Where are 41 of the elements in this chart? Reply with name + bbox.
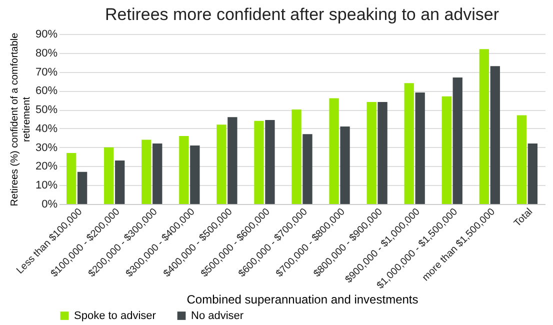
y-tick-label: 60% [35,85,58,98]
bar [77,172,88,204]
legend-label: Spoke to adviser [74,310,156,322]
bar [490,66,500,204]
legend-label: No adviser [191,310,244,322]
bar [216,124,226,204]
bar [340,126,350,204]
y-tick-label: 50% [35,104,58,116]
bar [152,144,162,204]
y-axis-title: Retirees (%) confident of a comfortable retirement [9,32,32,206]
bar [404,83,414,204]
bar [516,115,527,204]
bar [442,96,452,204]
bar [452,77,462,204]
bar [254,120,264,204]
chart-title: Retirees more confident after speaking to an adviser [104,5,500,24]
y-tick-label: 0% [42,198,58,210]
y-tick-label: 70% [35,66,58,78]
bar [104,147,114,204]
y-tick-label: 20% [35,160,58,173]
bar [142,140,152,204]
bar [265,120,275,204]
bar [115,160,125,204]
bar [329,98,339,204]
bar [292,110,302,204]
y-tick-label: 40% [35,122,58,135]
bar [378,102,388,204]
bar [228,117,238,204]
bar [528,144,538,204]
bar [415,92,425,204]
x-axis-title: Combined superannuation and investments [186,292,418,307]
y-tick-label: 90% [35,28,58,40]
bar [179,136,189,204]
y-tick-label: 30% [35,142,58,154]
y-tick-label: 10% [35,180,58,192]
y-tick-label: 80% [35,47,58,60]
bar [366,102,376,204]
bar [479,49,489,204]
bar [66,153,76,204]
bar [190,145,200,204]
bar [302,134,312,204]
